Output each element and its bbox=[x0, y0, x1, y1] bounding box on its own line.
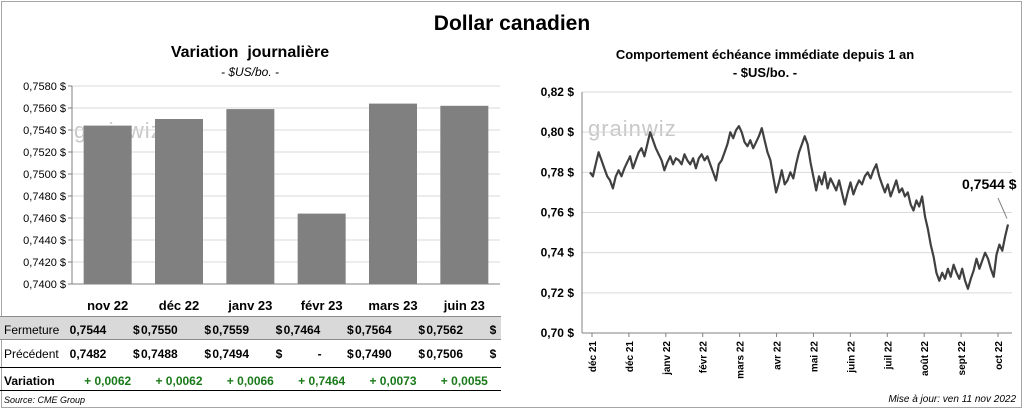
y-tick-label: 0,7560 $ bbox=[23, 103, 66, 115]
right-chart-title: Comportement échéance immédiate depuis 1… bbox=[615, 47, 915, 62]
y-tick-label: 0,82 $ bbox=[541, 85, 575, 99]
cell-value: - bbox=[317, 347, 322, 361]
bar bbox=[226, 109, 275, 284]
cell-currency: $ bbox=[346, 347, 354, 361]
x-tick-label: déc 21 bbox=[588, 341, 599, 373]
line-chart: 0,70 $ 0,72 $ 0,74 $ 0,76 $ 0,78 $ 0,80 $ 0,82… bbox=[541, 85, 1012, 379]
cell-value: 0,7488 bbox=[141, 347, 178, 361]
source-note: Source: CME Group bbox=[4, 395, 86, 405]
cell-value: 0,7550 bbox=[141, 323, 178, 337]
y-tick-label: 0,7480 $ bbox=[23, 191, 66, 203]
x-tick-label: févr 22 bbox=[699, 341, 710, 374]
y-tick-label: 0,7580 $ bbox=[23, 81, 66, 93]
cell-value: 0,7494 bbox=[212, 347, 250, 361]
x-tick-label: juin 23 bbox=[443, 298, 485, 313]
y-tick-label: 0,7400 $ bbox=[23, 279, 66, 291]
cell-value: 0,7562 bbox=[426, 323, 464, 337]
x-tick-label: févr 23 bbox=[301, 298, 343, 313]
row-label: Précédent bbox=[4, 347, 59, 361]
cell-currency: $ bbox=[275, 347, 283, 361]
y-tick-label: 0,7540 $ bbox=[23, 125, 66, 137]
cell-currency: $ bbox=[418, 323, 425, 337]
table-row-variation: Variation + 0,0062 + 0,0062 + 0,0066 + 0,74… bbox=[0, 367, 501, 391]
bar bbox=[155, 119, 203, 284]
cell-value: 0,7564 bbox=[355, 323, 392, 337]
bar bbox=[83, 125, 132, 284]
cell-value: 0,7544 bbox=[69, 323, 107, 337]
y-tick-label: 0,7500 $ bbox=[23, 169, 66, 181]
cell-currency: $ bbox=[418, 347, 425, 361]
row-label: Variation bbox=[4, 374, 55, 388]
bar-chart: 0,7400 $ 0,7420 $ 0,7440 $ 0,7460 $ 0,7480 $… bbox=[23, 81, 500, 313]
cell-currency: $ bbox=[132, 323, 140, 337]
last-value-leader bbox=[997, 197, 1008, 219]
cell-currency: $ bbox=[346, 323, 354, 337]
row-label: Fermeture bbox=[4, 323, 60, 337]
variation-cell: + 0,0066 bbox=[226, 374, 274, 388]
variation-cell: + 0,0073 bbox=[369, 374, 417, 388]
page-title: Dollar canadien bbox=[433, 12, 591, 35]
update-date: Mise à jour: ven 11 nov 2022 bbox=[888, 394, 1016, 405]
y-tick-label: 0,7440 $ bbox=[23, 235, 66, 247]
cell-value: 0,7559 bbox=[212, 323, 250, 337]
left-chart-title: Variation journalière bbox=[170, 44, 330, 61]
x-tick-label: oct 22 bbox=[994, 341, 1005, 370]
cell-value: 0,7482 bbox=[69, 347, 107, 361]
variation-cell: + 0,0055 bbox=[440, 374, 488, 388]
variation-cell: + 0,0062 bbox=[155, 374, 203, 388]
watermark-logo-right: grainwiz bbox=[588, 116, 677, 141]
cell-value: 0,7506 bbox=[426, 347, 464, 361]
y-tick-label: 0,7460 $ bbox=[23, 213, 66, 225]
cell-value: 0,7464 bbox=[283, 323, 321, 337]
x-tick-label: nov 22 bbox=[87, 298, 128, 313]
bar bbox=[297, 213, 346, 284]
x-tick-label: mars 22 bbox=[736, 341, 747, 379]
bar bbox=[440, 105, 489, 284]
bar bbox=[369, 103, 417, 284]
y-tick-label: 0,80 $ bbox=[541, 125, 575, 139]
cell-currency: $ bbox=[204, 347, 211, 361]
cell-currency: $ bbox=[489, 347, 497, 361]
x-tick-label: mars 23 bbox=[368, 298, 417, 313]
y-tick-label: 0,76 $ bbox=[541, 206, 575, 220]
x-tick-label: janv 22 bbox=[662, 341, 673, 376]
y-tick-label: 0,7520 $ bbox=[23, 147, 66, 159]
x-tick-label: janv 23 bbox=[227, 298, 272, 313]
cell-value: 0,7490 bbox=[355, 347, 392, 361]
cell-currency: $ bbox=[489, 323, 497, 337]
x-tick-label: juin 22 bbox=[846, 341, 857, 374]
y-tick-label: 0,78 $ bbox=[541, 165, 575, 179]
x-tick-label: sept 22 bbox=[957, 341, 968, 376]
cell-currency: $ bbox=[204, 323, 211, 337]
variation-cell: + 0,0062 bbox=[84, 374, 132, 388]
x-tick-label: mai 22 bbox=[809, 341, 820, 373]
y-tick-label: 0,70 $ bbox=[541, 326, 575, 340]
variation-cell: + 0,7464 bbox=[298, 374, 346, 388]
x-tick-label: déc 22 bbox=[159, 298, 199, 313]
y-tick-label: 0,74 $ bbox=[541, 246, 575, 260]
cell-currency: $ bbox=[275, 323, 283, 337]
last-value-label: 0,7544 $ bbox=[962, 176, 1017, 192]
y-tick-label: 0,7420 $ bbox=[23, 257, 66, 269]
left-chart-subtitle: - $US/bo. - bbox=[220, 65, 280, 79]
right-chart-subtitle: - $US/bo. - bbox=[732, 65, 798, 80]
y-tick-label: 0,72 $ bbox=[541, 286, 575, 300]
x-tick-label: juil 22 bbox=[883, 341, 894, 371]
x-tick-label: août 22 bbox=[920, 341, 931, 376]
cell-currency: $ bbox=[132, 347, 140, 361]
x-tick-label: avr 22 bbox=[773, 341, 784, 370]
x-tick-label: déc 21 bbox=[625, 341, 636, 373]
table-row-fermeture: Fermeture 0,7544 $0,7550 $0,7559 $0,7464 $0,… bbox=[0, 316, 501, 340]
table-row-precedent: Précédent 0,7482 $0,7488 $0,7494 $ - $0,7490 $… bbox=[0, 341, 501, 365]
price-series-line bbox=[589, 125, 1010, 290]
